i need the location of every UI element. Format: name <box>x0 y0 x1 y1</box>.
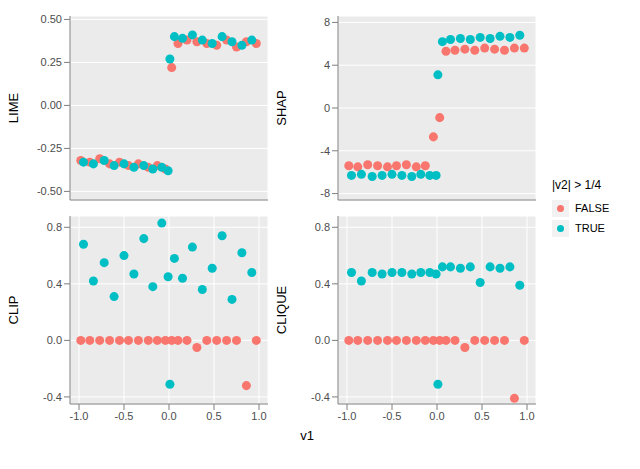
svg-text:8: 8 <box>324 16 330 28</box>
svg-text:1.0: 1.0 <box>251 410 266 422</box>
svg-text:4: 4 <box>324 59 330 71</box>
svg-text:-0.4: -0.4 <box>43 391 62 403</box>
svg-text:CLIP: CLIP <box>8 296 21 325</box>
html-text:FALSE: FALSE <box>575 202 610 214</box>
html-text:v1: v1 <box>300 428 314 443</box>
svg-text:0.25: 0.25 <box>41 56 62 68</box>
svg-text:CLIQUE: CLIQUE <box>276 285 289 334</box>
svg-text:-0.5: -0.5 <box>115 410 134 422</box>
svg-text:0.00: 0.00 <box>41 99 62 111</box>
svg-text:-4: -4 <box>320 145 330 157</box>
svg-text:0.8: 0.8 <box>315 221 330 233</box>
html-text:|v2| > 1/4: |v2| > 1/4 <box>552 178 602 192</box>
svg-text:-0.4: -0.4 <box>311 391 330 403</box>
svg-text:-0.5: -0.5 <box>383 410 402 422</box>
svg-text:-0.25: -0.25 <box>37 142 62 154</box>
svg-text:1.0: 1.0 <box>519 410 534 422</box>
svg-text:0: 0 <box>324 102 330 114</box>
svg-text:0.0: 0.0 <box>47 334 62 346</box>
svg-text:-0.50: -0.50 <box>37 185 62 197</box>
svg-text:0.5: 0.5 <box>206 410 221 422</box>
svg-text:0.8: 0.8 <box>47 221 62 233</box>
svg-text:0.0: 0.0 <box>429 410 444 422</box>
svg-text:0.0: 0.0 <box>315 334 330 346</box>
svg-text:-1.0: -1.0 <box>70 410 89 422</box>
svg-text:LIME: LIME <box>8 93 21 124</box>
svg-text:0.4: 0.4 <box>47 278 62 290</box>
svg-text:0.4: 0.4 <box>315 278 330 290</box>
html-text:TRUE: TRUE <box>575 222 605 234</box>
svg-text:-8: -8 <box>320 187 330 199</box>
svg-text:0.5: 0.5 <box>474 410 489 422</box>
svg-text:-1.0: -1.0 <box>338 410 357 422</box>
svg-text:0.50: 0.50 <box>41 13 62 25</box>
svg-text:SHAP: SHAP <box>276 90 289 125</box>
svg-text:0.0: 0.0 <box>161 410 176 422</box>
